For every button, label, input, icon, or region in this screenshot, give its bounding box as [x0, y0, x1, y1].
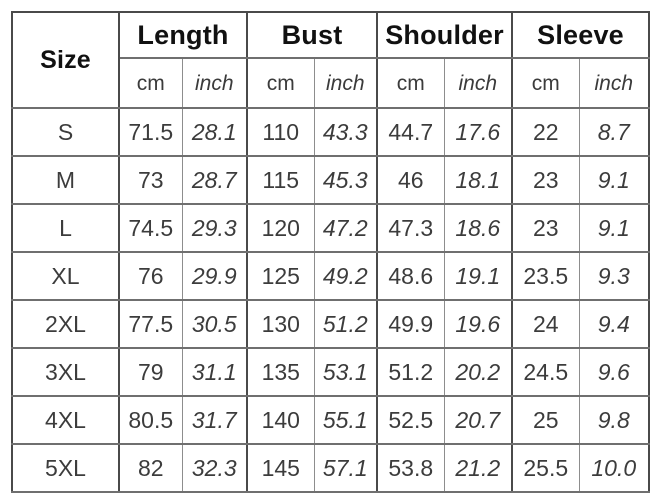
cell-sleeve-cm: 25.5: [511, 443, 580, 493]
cell-shoulder-inch: 20.2: [443, 347, 514, 397]
table-row: S 71.5 28.1 110 43.3 44.7 17.6 22 8.7: [11, 107, 650, 157]
cell-shoulder-cm: 48.6: [376, 251, 445, 301]
cell-length-cm: 80.5: [118, 395, 183, 445]
cell-bust-cm: 145: [246, 443, 315, 493]
cell-bust-inch: 57.1: [313, 443, 378, 493]
table-header: Size Length Bust Shoulder Sleeve cm inch…: [11, 11, 650, 109]
cell-length-inch: 29.3: [181, 203, 248, 253]
cell-bust-inch: 55.1: [313, 395, 378, 445]
unit-header-bust-cm: cm: [246, 57, 315, 109]
cell-shoulder-inch: 20.7: [443, 395, 514, 445]
cell-sleeve-cm: 24: [511, 299, 580, 349]
cell-bust-inch: 43.3: [313, 107, 378, 157]
cell-sleeve-cm: 22: [511, 107, 580, 157]
cell-shoulder-cm: 51.2: [376, 347, 445, 397]
cell-bust-cm: 125: [246, 251, 315, 301]
cell-bust-cm: 135: [246, 347, 315, 397]
cell-size: L: [11, 203, 120, 253]
table-row: M 73 28.7 115 45.3 46 18.1 23 9.1: [11, 155, 650, 205]
cell-length-cm: 82: [118, 443, 183, 493]
cell-sleeve-inch: 9.1: [578, 203, 650, 253]
cell-length-inch: 31.7: [181, 395, 248, 445]
table-row: XL 76 29.9 125 49.2 48.6 19.1 23.5 9.3: [11, 251, 650, 301]
cell-length-inch: 28.1: [181, 107, 248, 157]
cell-shoulder-inch: 19.1: [443, 251, 514, 301]
cell-sleeve-inch: 9.3: [578, 251, 650, 301]
cell-shoulder-inch: 18.6: [443, 203, 514, 253]
cell-size: XL: [11, 251, 120, 301]
cell-bust-cm: 115: [246, 155, 315, 205]
cell-shoulder-cm: 53.8: [376, 443, 445, 493]
cell-length-cm: 74.5: [118, 203, 183, 253]
cell-length-cm: 77.5: [118, 299, 183, 349]
cell-length-inch: 32.3: [181, 443, 248, 493]
group-header-length: Length: [118, 11, 248, 59]
unit-header-shoulder-inch: inch: [443, 57, 514, 109]
unit-header-row: cm inch cm inch cm inch cm inch: [12, 57, 650, 109]
cell-shoulder-inch: 19.6: [443, 299, 514, 349]
column-header-size: Size: [11, 11, 120, 109]
cell-size: M: [11, 155, 120, 205]
cell-bust-cm: 120: [246, 203, 315, 253]
cell-sleeve-cm: 23: [511, 155, 580, 205]
unit-header-sleeve-inch: inch: [578, 57, 650, 109]
group-header-bust: Bust: [246, 11, 378, 59]
cell-length-cm: 79: [118, 347, 183, 397]
cell-sleeve-cm: 23: [511, 203, 580, 253]
cell-bust-inch: 49.2: [313, 251, 378, 301]
cell-bust-inch: 45.3: [313, 155, 378, 205]
cell-sleeve-inch: 9.6: [578, 347, 650, 397]
cell-shoulder-inch: 18.1: [443, 155, 514, 205]
table-row: 3XL 79 31.1 135 53.1 51.2 20.2 24.5 9.6: [11, 347, 650, 397]
table-row: 2XL 77.5 30.5 130 51.2 49.9 19.6 24 9.4: [11, 299, 650, 349]
cell-length-inch: 28.7: [181, 155, 248, 205]
group-header-sleeve: Sleeve: [511, 11, 650, 59]
cell-shoulder-inch: 21.2: [443, 443, 514, 493]
cell-sleeve-cm: 24.5: [511, 347, 580, 397]
cell-size: 2XL: [11, 299, 120, 349]
unit-header-shoulder-cm: cm: [376, 57, 445, 109]
cell-bust-cm: 140: [246, 395, 315, 445]
cell-length-cm: 71.5: [118, 107, 183, 157]
cell-bust-inch: 47.2: [313, 203, 378, 253]
cell-shoulder-inch: 17.6: [443, 107, 514, 157]
table-row: 5XL 82 32.3 145 57.1 53.8 21.2 25.5 10.0: [11, 443, 650, 493]
cell-sleeve-inch: 10.0: [578, 443, 650, 493]
cell-length-inch: 30.5: [181, 299, 248, 349]
cell-size: 3XL: [11, 347, 120, 397]
cell-length-cm: 73: [118, 155, 183, 205]
cell-size: S: [11, 107, 120, 157]
cell-bust-cm: 110: [246, 107, 315, 157]
unit-header-length-inch: inch: [181, 57, 248, 109]
cell-bust-inch: 53.1: [313, 347, 378, 397]
cell-sleeve-inch: 9.4: [578, 299, 650, 349]
size-chart-container: Size Length Bust Shoulder Sleeve cm inch…: [11, 11, 651, 493]
cell-bust-inch: 51.2: [313, 299, 378, 349]
cell-shoulder-cm: 52.5: [376, 395, 445, 445]
cell-length-inch: 29.9: [181, 251, 248, 301]
cell-shoulder-cm: 44.7: [376, 107, 445, 157]
cell-size: 5XL: [11, 443, 120, 493]
cell-length-cm: 76: [118, 251, 183, 301]
cell-sleeve-cm: 23.5: [511, 251, 580, 301]
cell-sleeve-cm: 25: [511, 395, 580, 445]
cell-bust-cm: 130: [246, 299, 315, 349]
table-row: L 74.5 29.3 120 47.2 47.3 18.6 23 9.1: [11, 203, 650, 253]
cell-length-inch: 31.1: [181, 347, 248, 397]
unit-header-bust-inch: inch: [313, 57, 378, 109]
unit-header-sleeve-cm: cm: [511, 57, 580, 109]
cell-size: 4XL: [11, 395, 120, 445]
cell-shoulder-cm: 47.3: [376, 203, 445, 253]
cell-sleeve-inch: 9.8: [578, 395, 650, 445]
group-header-shoulder: Shoulder: [376, 11, 514, 59]
cell-sleeve-inch: 9.1: [578, 155, 650, 205]
cell-sleeve-inch: 8.7: [578, 107, 650, 157]
size-chart-table: Size Length Bust Shoulder Sleeve cm inch…: [11, 11, 651, 493]
group-header-row: Size Length Bust Shoulder Sleeve: [11, 11, 650, 109]
table-row: 4XL 80.5 31.7 140 55.1 52.5 20.7 25 9.8: [11, 395, 650, 445]
cell-shoulder-cm: 49.9: [376, 299, 445, 349]
cell-shoulder-cm: 46: [376, 155, 445, 205]
table-body: S 71.5 28.1 110 43.3 44.7 17.6 22 8.7 M 73 28.7 115 4…: [11, 107, 650, 493]
unit-header-length-cm: cm: [118, 57, 183, 109]
